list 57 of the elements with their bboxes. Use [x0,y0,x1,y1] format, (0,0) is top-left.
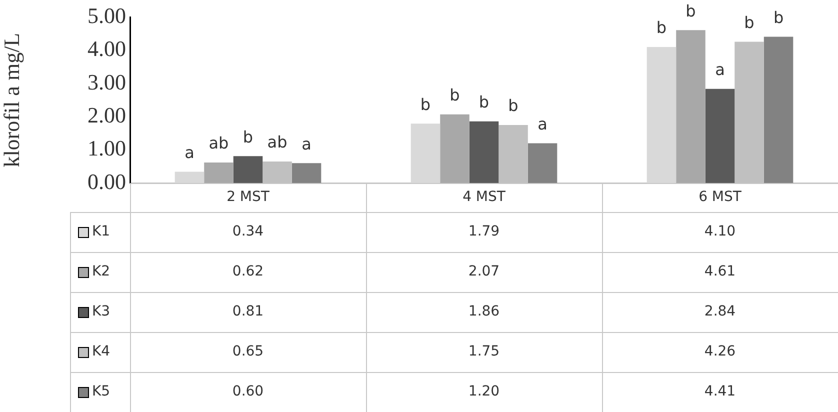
bar [233,156,263,183]
legend-label: K4 [92,344,110,360]
annotation: b [478,92,490,112]
y-tick-label: 5.00 [88,2,126,28]
y-axis-title: klorofil a mg/L [0,32,24,168]
legend-label: K5 [92,384,110,400]
data-label: 4.41 [704,384,736,400]
annotation: b [450,86,460,105]
data-label: 4.10 [704,224,736,240]
annotation: a [302,134,312,154]
annotation: b [744,12,754,32]
y-tick-label: 3.00 [88,69,126,94]
bar [410,124,440,183]
data-label: 0.81 [232,304,264,320]
annotation: b [656,18,667,38]
data-label: 2.07 [468,264,500,280]
y-tick-label: 0.00 [88,168,126,194]
annotation: a [184,142,194,162]
bar [676,30,706,183]
x-tick-label: 2 MST [226,189,270,206]
data-label: 0.60 [232,384,264,400]
annotation: a [538,114,548,134]
bar [174,172,204,183]
y-tick-label: 2.00 [88,102,126,128]
bar [469,121,499,183]
legend-label: K2 [92,264,110,280]
x-tick-label: 6 MST [698,189,742,206]
bar [204,162,234,183]
data-label: 0.34 [232,224,264,240]
x-tick-label: 4 MST [462,189,506,206]
data-label: 4.61 [704,264,736,280]
data-label: 1.75 [468,344,500,360]
bar [440,114,470,183]
annotation: a [715,60,725,79]
bar [292,163,322,183]
bar [705,88,735,183]
bar [646,47,676,183]
data-label: 0.65 [232,344,264,360]
data-label: 1.20 [468,384,500,400]
y-tick-label: 1.00 [88,136,126,161]
legend-label: K3 [92,304,110,320]
data-label: 1.86 [468,304,500,320]
data-label: 1.79 [468,224,500,240]
legend-label: K1 [92,224,110,240]
annotation: b [686,1,696,20]
annotation: b [508,96,518,116]
data-label: 0.62 [232,264,264,280]
annotation: b [773,8,784,27]
y-tick-label: 4.00 [88,36,126,62]
annotation: ab [267,132,288,152]
bar [528,143,558,183]
data-label: 2.84 [704,304,736,320]
annotation: ab [208,134,229,153]
data-label: 4.26 [704,344,736,360]
annotation: b [242,127,254,146]
bar [764,36,794,183]
annotation: b [420,94,431,114]
